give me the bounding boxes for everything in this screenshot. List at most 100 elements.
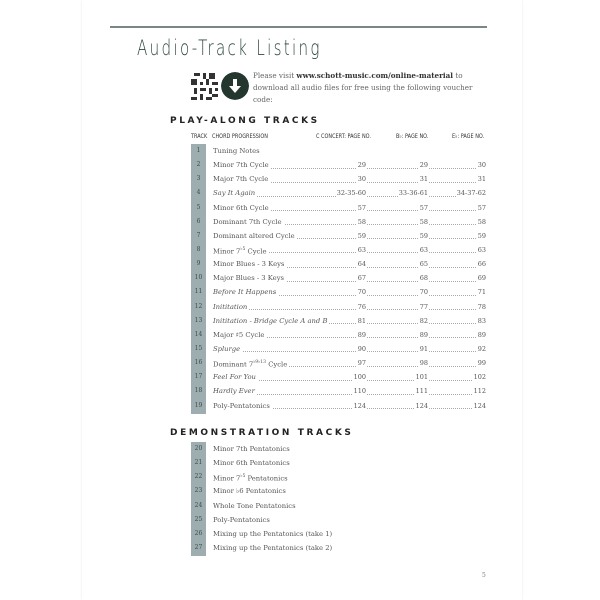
track-title-suffix: Cycle [245,247,267,256]
track-title-text: Mixing up the Pentatonics (take 1) [213,529,333,538]
c-concert-page: 97 [356,356,366,371]
track-row[interactable]: 7 Dominant altered Cycle 59 59 59 [191,228,486,243]
track-row[interactable]: 27 Mixing up the Pentatonics (take 2) [191,540,486,555]
track-row[interactable]: 2 Minor 7th Cycle 29 29 30 [191,158,486,173]
track-title: Dominant 7♭9♭13 Cycle [213,356,290,372]
track-row[interactable]: 5 Minor 6th Cycle 57 57 57 [191,200,486,215]
bb-page: 70 [418,285,428,300]
track-title: Splurge [213,341,243,356]
download-instructions: Please visit www.schott-music.com/online… [253,71,473,104]
track-row[interactable]: 26 Mixing up the Pentatonics (take 1) [191,526,486,541]
download-arrow-icon[interactable] [221,72,249,100]
eb-page: 66 [476,257,486,272]
track-row[interactable]: 21 Minor 6th Pentatonics [191,456,486,471]
bb-page: 77 [418,299,428,314]
track-title-text: Major 7th Cycle [213,175,269,184]
track-row[interactable]: 11 Before It Happens 70 70 71 [191,285,486,300]
col-track: TRACK [191,133,208,140]
track-title-text: Minor 7th Cycle [213,161,269,170]
track-row[interactable]: 13 Inititation - Bridge Cycle A and B 81 82… [191,313,486,328]
track-row[interactable]: 10 Major Blues - 3 Keys 67 68 69 [191,271,486,286]
track-row[interactable]: 24 Whole Tone Pentatonics [191,498,486,513]
track-row[interactable]: 23 Minor ♭6 Pentatonics [191,484,486,499]
track-title-text: Splurge [213,344,241,353]
track-number: 13 [194,316,203,324]
c-concert-page: 30 [356,172,366,187]
track-row[interactable]: 1 Tuning Notes [191,144,486,158]
bb-page: 98 [418,356,428,371]
track-title: Major ♯5 Cycle [213,327,267,342]
track-title: Major Blues - 3 Keys [213,271,287,286]
track-row[interactable]: 12 Inititation 76 77 78 [191,299,486,314]
track-number: 6 [196,217,201,225]
dot-leader [213,266,486,268]
dot-leader [213,224,486,226]
dot-leader [213,252,486,254]
track-row[interactable]: 20 Minor 7th Pentatonics [191,442,486,456]
play-along-heading: PLAY-ALONG TRACKS [170,116,320,126]
col-eb: E♭: PAGE NO. [452,133,485,140]
track-title-text: Feel For You [213,373,256,382]
track-row[interactable]: 17 Feel For You 100 101 102 [191,370,486,385]
track-title: Minor 6th Cycle [213,200,271,215]
track-number: 3 [196,175,201,183]
track-title-text: Minor 6th Cycle [213,203,269,212]
c-concert-page: 29 [356,158,366,173]
track-row[interactable]: 9 Minor Blues - 3 Keys 64 65 66 [191,257,486,272]
track-row[interactable]: 14 Major ♯5 Cycle 89 89 89 [191,327,486,342]
track-number: 22 [194,473,203,481]
c-concert-page: 110 [352,384,366,399]
track-title-superscript: ♭5 [240,474,246,480]
eb-page: 58 [476,214,486,229]
bb-page: 82 [418,313,428,328]
track-number: 11 [194,288,203,296]
track-title-text: Poly-Pentatonics [213,515,270,524]
demonstration-heading: DEMONSTRATION TRACKS [170,428,354,438]
track-row[interactable]: 8 Minor 7♭5 Cycle 63 63 63 [191,242,486,259]
eb-page: 112 [472,384,486,399]
track-title-text: Major ♯5 Cycle [213,330,265,339]
eb-page: 69 [476,271,486,286]
eb-page: 34-37-62 [455,186,486,201]
bb-page: 63 [418,242,428,257]
track-row[interactable]: 25 Poly-Pentatonics [191,512,486,527]
download-url-link[interactable]: www.schott-music.com/online-material [296,71,454,80]
track-number: 7 [196,231,201,239]
eb-page: 78 [476,299,486,314]
track-title-text: Dominant 7 [213,360,254,369]
track-row[interactable]: 16 Dominant 7♭9♭13 Cycle 97 98 99 [191,356,486,372]
bb-page: 58 [418,214,428,229]
track-row[interactable]: 6 Dominant 7th Cycle 58 58 58 [191,214,486,229]
track-title: Mixing up the Pentatonics (take 2) [213,540,335,555]
track-number: 26 [194,529,203,537]
track-title-text: Before It Happens [213,288,277,297]
eb-page: 124 [472,398,486,413]
track-number: 27 [194,543,203,551]
dot-leader [213,238,486,240]
eb-page: 30 [476,158,486,173]
track-row[interactable]: 4 Say It Again 32-35-60 33-36-61 34-37-62 [191,186,486,201]
col-bb: B♭: PAGE NO. [396,133,429,140]
c-concert-page: 57 [356,200,366,215]
track-number: 25 [194,515,203,523]
eb-page: 102 [472,370,486,385]
track-row[interactable]: 18 Hardly Ever 110 111 112 [191,384,486,399]
demonstration-list: 20 Minor 7th Pentatonics 21 Minor 6th Penta… [191,442,486,555]
track-number: 2 [196,161,201,169]
demo-number-band [191,442,206,556]
track-title: Dominant altered Cycle [213,228,297,243]
track-row[interactable]: 15 Splurge 90 91 92 [191,341,486,356]
qr-code-icon [191,73,218,100]
track-title-text: Major Blues - 3 Keys [213,274,285,283]
track-number: 5 [196,203,201,211]
track-row[interactable]: 22 Minor 7♭5 Pentatonics [191,470,486,486]
bb-page: 68 [418,271,428,286]
track-row[interactable]: 19 Poly-Pentatonics 124 124 124 [191,398,486,413]
track-title: Minor 7th Pentatonics [213,442,292,456]
track-number: 10 [194,274,203,282]
dot-leader [213,393,486,395]
track-row[interactable]: 3 Major 7th Cycle 30 31 31 [191,172,486,187]
c-concert-page: 70 [356,285,366,300]
track-title: Minor ♭6 Pentatonics [213,484,288,499]
dot-leader [213,280,486,282]
